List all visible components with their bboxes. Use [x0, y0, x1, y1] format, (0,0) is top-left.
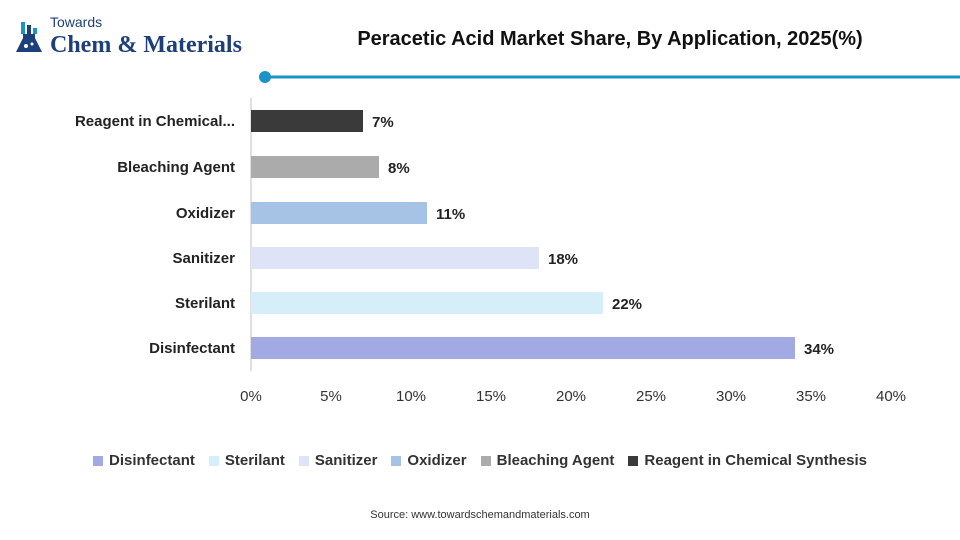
data-label: 34%: [804, 341, 834, 358]
legend-item: Sanitizer: [298, 452, 378, 469]
brand-logo: Towards Chem & Materials: [14, 12, 254, 64]
x-tick-label: 20%: [556, 388, 586, 405]
x-tick-label: 0%: [240, 388, 262, 405]
x-tick-label: 5%: [320, 388, 342, 405]
bar-oxidizer: [251, 202, 427, 224]
bar-bleaching-agent: [251, 156, 379, 178]
brand-main-text: Chem & Materials: [50, 32, 242, 58]
legend-label: Sterilant: [224, 452, 285, 469]
legend-label: Sanitizer: [314, 452, 378, 469]
data-label: 11%: [436, 206, 465, 223]
x-tick-label: 25%: [636, 388, 666, 405]
legend-item: Sterilant: [208, 452, 285, 469]
header-rule-dot: [259, 71, 271, 83]
flask-icon: [16, 22, 42, 52]
legend-swatch: [298, 455, 309, 466]
data-label: 18%: [548, 251, 578, 268]
data-label: 22%: [612, 296, 642, 313]
bar-sterilant: [251, 292, 603, 314]
legend-item: Reagent in Chemical Synthesis: [628, 452, 867, 469]
bar-sanitizer: [251, 247, 539, 269]
data-label: 8%: [388, 160, 410, 177]
category-label: Sanitizer: [172, 250, 235, 267]
legend-item: Oxidizer: [391, 452, 467, 469]
bar-disinfectant: [251, 337, 795, 359]
legend-label: Oxidizer: [407, 452, 467, 469]
brand-top-text: Towards: [50, 14, 103, 30]
data-label: 7%: [372, 114, 394, 131]
legend: Disinfectant Sterilant Sanitizer Oxidizer Bl…: [0, 452, 960, 469]
legend-swatch: [391, 455, 402, 466]
x-tick-label: 30%: [716, 388, 746, 405]
legend-label: Disinfectant: [109, 452, 195, 469]
category-label: Reagent in Chemical...: [75, 113, 235, 130]
chart-title: Peracetic Acid Market Share, By Applicat…: [357, 28, 863, 50]
legend-label: Bleaching Agent: [496, 452, 615, 469]
category-label: Bleaching Agent: [117, 159, 235, 176]
bar-reagent-in-chemical-synthesis: [251, 110, 363, 132]
x-tick-label: 10%: [396, 388, 426, 405]
category-label: Sterilant: [175, 295, 235, 312]
legend-label: Reagent in Chemical Synthesis: [644, 452, 867, 469]
legend-item: Disinfectant: [93, 452, 195, 469]
legend-swatch: [480, 455, 491, 466]
legend-swatch: [208, 455, 219, 466]
category-label: Oxidizer: [176, 205, 235, 222]
legend-swatch: [628, 455, 639, 466]
legend-item: Bleaching Agent: [480, 452, 615, 469]
x-tick-label: 35%: [796, 388, 826, 405]
source-note: Source: www.towardschemandmaterials.com: [370, 509, 590, 521]
x-tick-label: 40%: [876, 388, 906, 405]
category-label: Disinfectant: [149, 340, 235, 357]
legend-swatch: [93, 455, 104, 466]
x-tick-label: 15%: [476, 388, 506, 405]
